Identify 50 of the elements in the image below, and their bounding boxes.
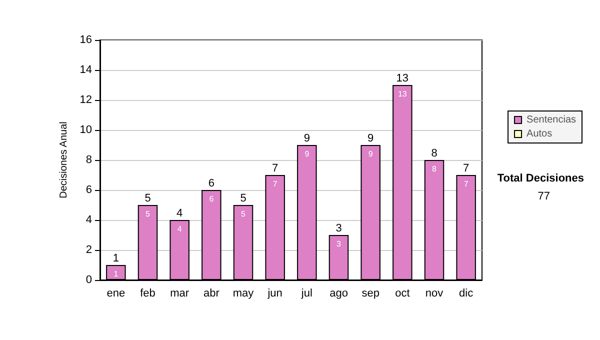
x-tick-label: mar <box>170 288 190 300</box>
y-tick-label: 10 <box>80 124 92 136</box>
total-label: 7 <box>463 162 470 174</box>
data-label: 9 <box>368 150 374 158</box>
total-label: 1 <box>112 252 119 264</box>
data-label: 13 <box>398 90 408 98</box>
x-tick-label: ago <box>330 288 348 300</box>
data-label: 3 <box>336 240 342 248</box>
data-label: 7 <box>272 180 278 188</box>
data-label: 1 <box>114 270 119 278</box>
x-tick-label: sep <box>362 288 380 300</box>
y-tick-label: 6 <box>86 184 92 196</box>
total-label: 6 <box>208 178 214 190</box>
y-tick-label: 8 <box>86 154 92 166</box>
x-tick-label: jul <box>300 288 312 300</box>
y-tick-label: 2 <box>86 244 92 256</box>
total-label: 13 <box>396 72 409 84</box>
text: 77 <box>538 190 550 202</box>
x-tick-label: nov <box>425 288 444 300</box>
total-label: 7 <box>272 162 278 174</box>
legend-label: Sentencias <box>526 114 576 126</box>
data-label: 5 <box>146 210 151 218</box>
data-label: 7 <box>464 180 469 188</box>
total-label: 3 <box>336 222 342 234</box>
y-tick-label: 16 <box>80 34 92 46</box>
y-axis-title: Decisiones Anual <box>58 122 70 198</box>
x-tick-label: abr <box>203 288 220 300</box>
x-tick-label: jun <box>266 288 282 300</box>
x-tick-label: feb <box>140 288 156 300</box>
total-label: 9 <box>368 132 374 144</box>
y-tick-label: 12 <box>80 94 92 106</box>
data-label: 8 <box>432 164 438 174</box>
data-label: 9 <box>304 150 310 158</box>
x-tick-label: may <box>232 288 254 300</box>
text: Total Decisiones <box>497 172 584 184</box>
total-label: 9 <box>304 132 310 144</box>
legend-label: Autos <box>526 128 552 140</box>
x-tick-label: dic <box>459 288 474 300</box>
y-tick-label: 4 <box>86 214 92 226</box>
data-label: 4 <box>177 224 182 234</box>
total-label: 4 <box>176 208 183 220</box>
total-label: 8 <box>431 148 438 160</box>
y-tick-label: 14 <box>80 64 92 76</box>
y-tick-label: 0 <box>86 274 92 286</box>
x-tick-label: ene <box>106 288 126 300</box>
total-label: 5 <box>240 192 246 204</box>
data-label: 5 <box>241 210 246 218</box>
x-tick-label: oct <box>395 288 410 300</box>
total-label: 5 <box>144 192 151 204</box>
data-label: 6 <box>209 194 214 204</box>
